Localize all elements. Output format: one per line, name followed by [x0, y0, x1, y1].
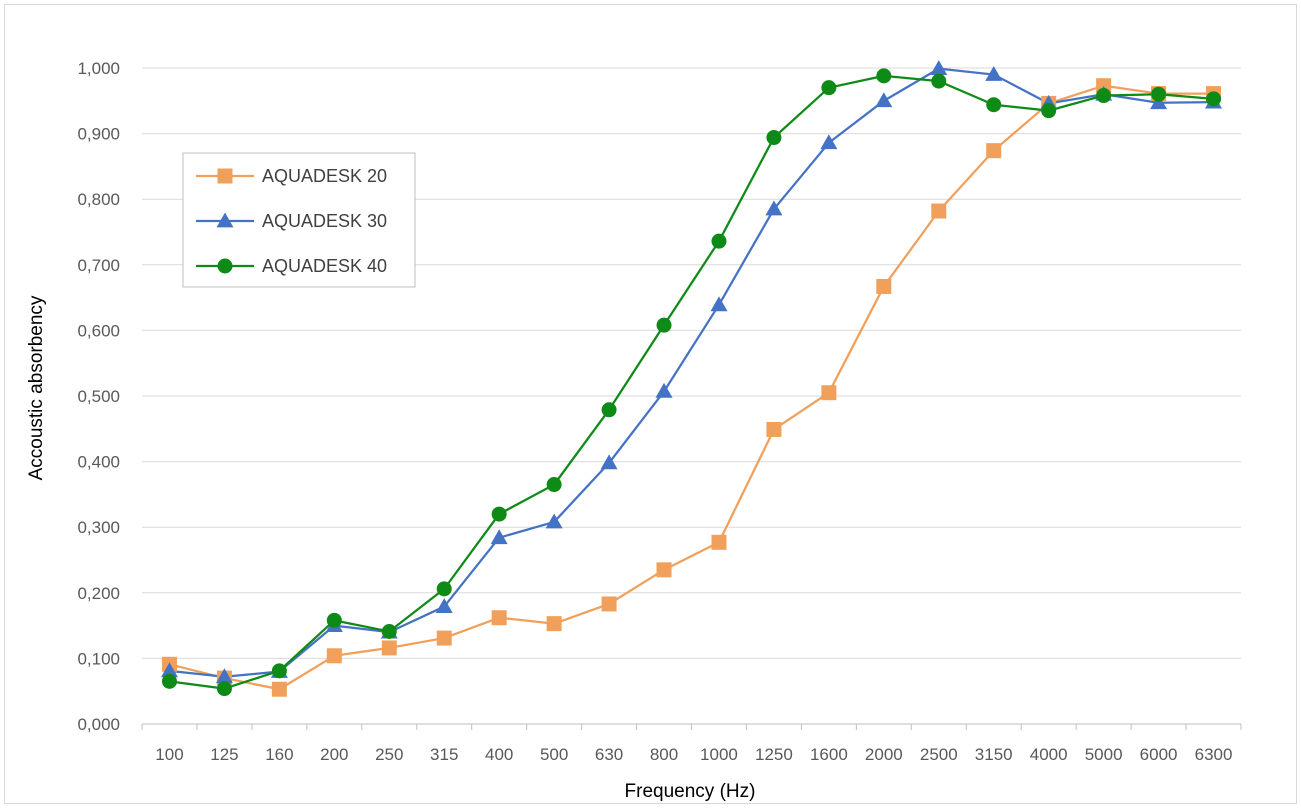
data-point: [326, 612, 342, 628]
x-tick-label: 315: [430, 745, 458, 764]
data-point: [931, 203, 947, 219]
data-point: [820, 134, 838, 150]
y-tick-label: 0,300: [77, 518, 120, 537]
x-tick-label: 3150: [975, 745, 1013, 764]
x-tick-label: 1600: [810, 745, 848, 764]
data-point: [326, 648, 342, 664]
x-tick-label: 4000: [1030, 745, 1068, 764]
data-point: [271, 663, 287, 679]
x-tick-label: 2000: [865, 745, 903, 764]
data-point: [491, 610, 507, 626]
legend-marker: [216, 212, 234, 228]
y-tick-label: 0,200: [77, 584, 120, 603]
x-axis: [141, 723, 1242, 730]
x-tick-label: 630: [595, 745, 623, 764]
data-point: [1206, 91, 1222, 107]
x-tick-label: 400: [485, 745, 513, 764]
data-point: [1151, 86, 1167, 102]
y-tick-label: 0,400: [77, 453, 120, 472]
x-tick-label: 2500: [920, 745, 958, 764]
data-point: [931, 73, 947, 89]
data-point: [821, 385, 837, 401]
data-point: [436, 630, 452, 646]
y-tick-label: 0,700: [77, 256, 120, 275]
y-axis-title: Accoustic absorbency: [26, 295, 47, 480]
legend-label: AQUADESK 20: [262, 166, 387, 186]
data-point: [490, 529, 508, 545]
x-tick-label: 1000: [700, 745, 738, 764]
x-tick-label: 500: [540, 745, 568, 764]
data-point: [656, 317, 672, 333]
data-point: [435, 598, 453, 613]
x-axis-tick-labels: 100 125 160 200 250 315 400 500 630 800 1000 1250 16…: [155, 745, 1232, 764]
data-point: [271, 681, 287, 697]
data-point: [930, 60, 948, 76]
data-point: [986, 143, 1002, 159]
data-point: [601, 596, 617, 612]
data-point: [876, 278, 892, 294]
data-point: [766, 130, 782, 146]
series-line-3: [169, 74, 1214, 690]
data-point: [160, 662, 178, 678]
gridlines: [142, 67, 1241, 659]
data-point: [381, 640, 397, 656]
data-point: [655, 382, 673, 398]
x-tick-label: 5000: [1085, 745, 1123, 764]
x-tick-label: 100: [155, 745, 183, 764]
data-point: [546, 616, 562, 632]
data-point: [985, 66, 1003, 81]
data-point: [711, 233, 727, 249]
y-tick-label: 0,000: [77, 715, 120, 734]
data-point: [656, 562, 672, 578]
x-tick-label: 250: [375, 745, 403, 764]
data-point: [711, 534, 727, 550]
x-axis-title: Frequency (Hz): [625, 781, 756, 802]
data-point: [765, 200, 783, 216]
x-tick-label: 1250: [755, 745, 793, 764]
data-point: [876, 68, 892, 84]
legend-label: AQUADESK 30: [262, 211, 387, 231]
data-point: [215, 668, 233, 684]
series-line-2: [169, 67, 1214, 678]
series-lines: [169, 67, 1214, 691]
series-line-1: [169, 84, 1214, 691]
data-point: [600, 454, 618, 470]
legend-marker: [217, 258, 233, 274]
series-markers: [160, 60, 1223, 697]
y-tick-label: 0,600: [77, 321, 120, 340]
data-point: [545, 513, 563, 529]
data-point: [161, 673, 177, 689]
y-tick-label: 1,000: [77, 59, 120, 78]
data-point: [601, 402, 617, 418]
x-tick-label: 125: [210, 745, 238, 764]
data-point: [216, 681, 232, 697]
x-tick-label: 800: [650, 745, 678, 764]
data-point: [766, 421, 782, 437]
y-tick-label: 0,500: [77, 387, 120, 406]
data-point: [821, 80, 837, 96]
data-point: [381, 624, 397, 640]
x-tick-label: 160: [265, 745, 293, 764]
data-point: [1096, 88, 1112, 104]
data-point: [710, 296, 728, 312]
y-tick-label: 0,800: [77, 190, 120, 209]
y-tick-label: 0,900: [77, 125, 120, 144]
legend-label: AQUADESK 40: [262, 256, 387, 276]
x-tick-label: 200: [320, 745, 348, 764]
data-point: [546, 477, 562, 493]
data-point: [986, 97, 1002, 113]
x-tick-label: 6300: [1195, 745, 1233, 764]
y-axis-tick-labels: 0,000 0,100 0,200 0,300 0,400 0,500 0,600 0,700…: [77, 59, 120, 734]
y-tick-label: 0,100: [77, 649, 120, 668]
x-tick-label: 6000: [1140, 745, 1178, 764]
data-point: [491, 506, 507, 522]
legend-marker: [217, 168, 233, 184]
data-point: [436, 581, 452, 597]
legend: AQUADESK 20 AQUADESK 30 AQUADESK 40: [182, 152, 416, 288]
data-point: [1041, 103, 1057, 119]
data-point: [875, 92, 893, 108]
